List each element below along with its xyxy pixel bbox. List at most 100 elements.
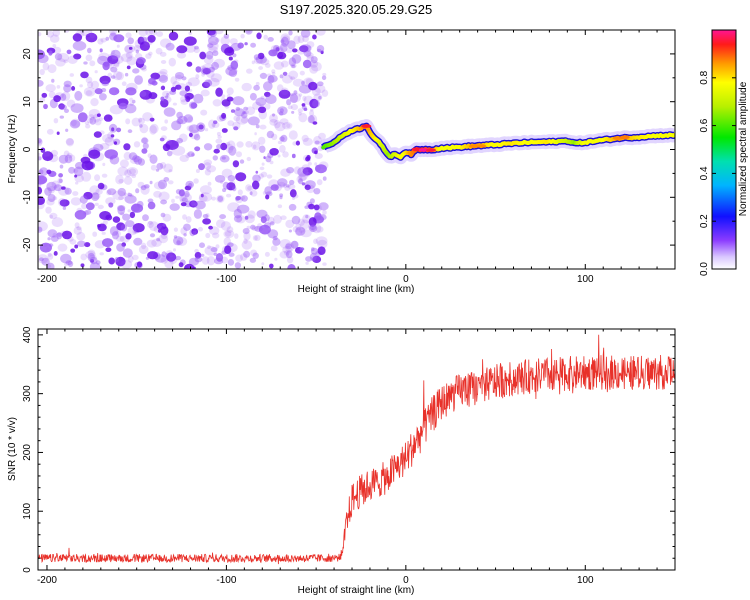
noise-blob: [210, 32, 215, 37]
noise-blob: [205, 79, 213, 87]
noise-blob: [129, 102, 135, 106]
noise-blob: [127, 192, 131, 196]
noise-blob: [64, 187, 72, 195]
noise-blob: [277, 204, 283, 209]
noise-blob: [164, 119, 168, 124]
noise-blob: [288, 203, 297, 211]
noise-blob: [187, 116, 194, 123]
noise-blob: [211, 61, 220, 70]
noise-blob: [141, 242, 147, 250]
noise-blob: [208, 66, 216, 73]
noise-blob: [223, 237, 231, 247]
noise-blob: [255, 97, 267, 106]
noise-blob: [149, 117, 155, 122]
noise-blob: [159, 68, 168, 75]
noise-blob: [292, 48, 298, 53]
snr-frame: [37, 328, 676, 571]
noise-blob: [297, 167, 309, 177]
noise-blob: [170, 76, 177, 85]
noise-blob: [45, 84, 56, 93]
noise-blob: [210, 73, 222, 83]
noise-blob: [308, 203, 315, 210]
noise-blob: [279, 136, 285, 142]
noise-blob: [74, 210, 87, 220]
noise-blob: [175, 74, 183, 81]
noise-blob: [176, 118, 184, 125]
noise-blob: [274, 257, 278, 261]
noise-blob: [105, 214, 113, 221]
noise-blob: [111, 55, 124, 65]
noise-blob: [287, 105, 293, 110]
noise-blob: [46, 31, 54, 38]
noise-blob: [191, 228, 199, 235]
noise-blob: [88, 114, 95, 120]
snr-x-label: Height of straight line (km): [298, 585, 415, 596]
noise-blob: [115, 174, 124, 185]
noise-blob: [261, 162, 265, 166]
noise-blob: [142, 112, 153, 122]
noise-blob: [305, 214, 309, 219]
noise-blob: [228, 56, 233, 61]
noise-blob: [124, 194, 137, 204]
noise-blob: [76, 207, 83, 213]
noise-blob: [65, 128, 69, 132]
noise-blob: [213, 120, 218, 125]
noise-blob: [134, 75, 144, 85]
noise-blob: [226, 94, 231, 99]
noise-blob: [232, 160, 240, 168]
noise-blob: [187, 151, 195, 158]
noise-blob: [139, 90, 147, 97]
noise-blob: [69, 154, 76, 162]
noise-blob: [301, 134, 309, 142]
noise-blob: [138, 245, 149, 255]
noise-blob: [168, 169, 173, 173]
noise-blob: [284, 185, 291, 191]
noise-blob: [273, 120, 281, 129]
noise-blob: [267, 75, 275, 84]
noise-blob: [138, 117, 145, 125]
noise-blob: [247, 185, 254, 191]
noise-blob: [71, 86, 76, 91]
noise-blob: [142, 142, 149, 150]
noise-blob: [311, 247, 315, 252]
noise-blob: [244, 214, 255, 224]
noise-blob: [292, 194, 299, 199]
noise-blob: [221, 112, 227, 119]
noise-blob: [53, 95, 61, 103]
noise-blob: [160, 212, 166, 218]
noise-blob: [312, 34, 317, 40]
noise-blob: [318, 95, 322, 100]
noise-blob: [95, 188, 103, 195]
noise-blob: [195, 66, 202, 73]
noise-blob: [252, 174, 261, 183]
noise-blob: [235, 151, 242, 158]
noise-blob: [102, 238, 114, 248]
noise-blob: [116, 44, 120, 48]
noise-blob: [46, 262, 55, 269]
noise-blob: [306, 41, 315, 48]
noise-blob: [241, 195, 248, 202]
noise-blob: [145, 30, 157, 37]
noise-blob: [118, 178, 124, 184]
track-peak: [418, 148, 429, 152]
noise-blob: [107, 53, 118, 61]
noise-blob: [117, 187, 127, 197]
noise-blob: [284, 242, 295, 253]
noise-blob: [104, 149, 118, 160]
noise-blob: [298, 173, 307, 182]
noise-blob: [73, 53, 82, 60]
colorbar-label: Normalized spectral amplitude: [738, 81, 749, 216]
noise-blob: [125, 87, 137, 96]
noise-blob: [277, 106, 288, 116]
noise-blob: [269, 221, 275, 226]
noise-blob: [183, 223, 191, 231]
noise-blob: [136, 57, 146, 65]
noise-blob: [194, 45, 199, 50]
noise-blob: [194, 251, 202, 259]
noise-blob: [184, 85, 190, 92]
noise-blob: [217, 195, 224, 202]
noise-blob: [227, 175, 236, 182]
noise-blob: [107, 72, 113, 79]
noise-blob: [116, 127, 122, 133]
